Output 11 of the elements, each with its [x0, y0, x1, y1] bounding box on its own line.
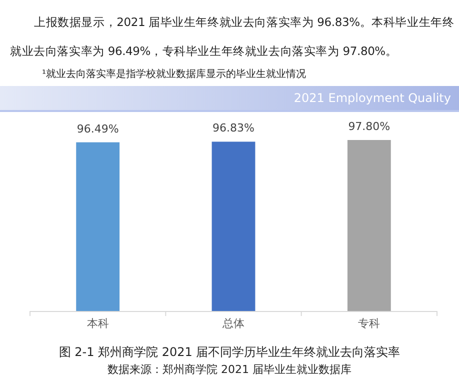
text: 上报数据显示，2021 届毕业生年终就业去向落实率为 96.83%。本科毕业生年终就业去向落实率为 96.49%，专科毕业生年终就业去向落实率为 97.80%。: [10, 15, 454, 58]
source-note: 数据来源：郑州商学院 2021 届毕业生就业数据库: [106, 362, 352, 377]
data-label: 96.49%: [76, 122, 119, 136]
text: ¹就业去向落实率是指学校就业数据库显示的毕业生就业情况: [42, 68, 306, 81]
x-tick-label: 本科: [86, 317, 109, 330]
data-label: 96.83%: [212, 122, 254, 135]
x-tick-label: 专科: [358, 317, 380, 330]
data-label: 97.80%: [348, 120, 390, 133]
text: 图 2-1 郑州商学院 2021 届不同学历毕业生年终就业去向落实率: [58, 344, 402, 361]
text: 2021 Employment Quality: [0, 86, 459, 112]
x-tick-label: 总体: [222, 317, 244, 330]
